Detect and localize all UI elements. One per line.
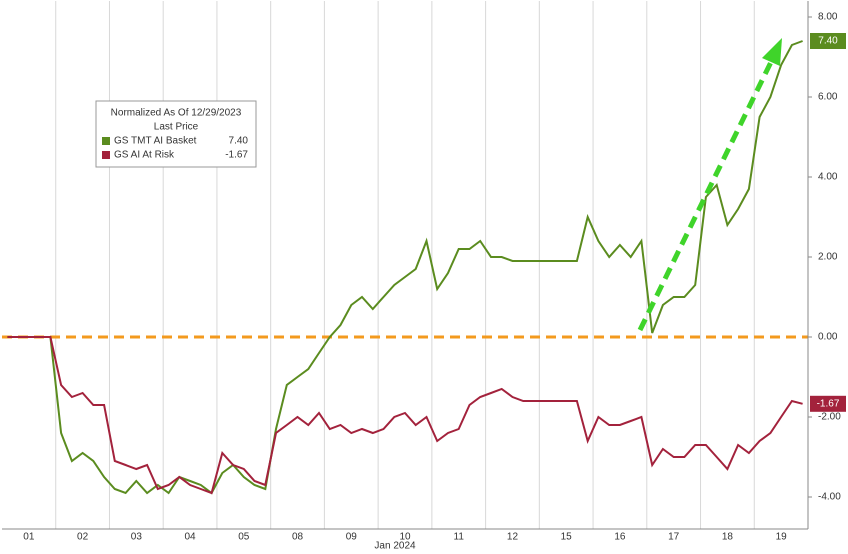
last-value-box [810,33,846,49]
legend: Normalized As Of 12/29/2023 Last Price [95,100,257,168]
x-tick-label: 10 [399,532,411,543]
x-tick-label: 08 [292,532,304,543]
y-tick-label: 8.00 [818,12,838,23]
x-tick-label: 12 [507,532,519,543]
x-tick-label: 01 [23,532,35,543]
legend-swatch [102,151,110,159]
legend-title: Normalized As Of 12/29/2023 [111,108,242,119]
y-tick-label: 0.00 [818,332,838,343]
x-tick-label: 19 [776,532,788,543]
last-value-label: -1.67 [817,398,840,409]
legend-box [95,100,257,168]
series-line [7,336,803,495]
x-tick-label: 02 [77,532,89,543]
legend-subtitle: Last Price [154,122,199,133]
y-tick-label: 6.00 [818,92,838,103]
x-tick-label: 09 [346,532,358,543]
y-tick-label: -2.00 [818,412,841,423]
legend-value: 7.40 [229,136,249,147]
x-axis-label: Jan 2024 [374,541,416,552]
x-tick-label: 11 [454,532,465,543]
x-tick-label: 15 [561,532,573,543]
legend-swatch [102,137,110,145]
last-value-box [810,395,846,412]
legend-value: -1.67 [225,150,248,161]
x-tick-label: 16 [614,532,626,543]
x-tick-label: 17 [668,532,680,543]
trend-arrow [637,38,782,332]
y-tick-label: -4.00 [818,492,841,503]
grid [2,1,808,529]
legend-label: GS AI At Risk [114,150,175,161]
x-tick-label: 03 [131,532,143,543]
plot [7,40,803,495]
x-tick-label: 04 [185,532,197,543]
arrow-shaft [637,58,775,332]
x-tick-label: 05 [238,532,250,543]
y-tick-label: 4.00 [818,172,838,183]
x-tick-label: 18 [722,532,734,543]
legend-label: GS TMT AI Basket [114,136,197,147]
y-tick-label: 2.00 [818,252,838,263]
series-line [7,40,803,495]
arrow-head [762,38,782,66]
last-value-label: 7.40 [818,36,838,47]
